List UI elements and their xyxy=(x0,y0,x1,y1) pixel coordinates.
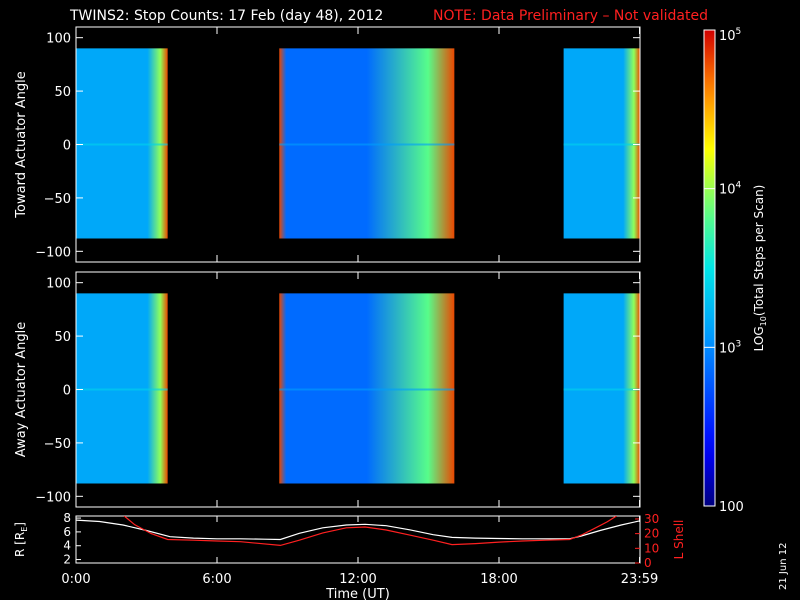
y-tick-label: −100 xyxy=(35,245,71,260)
x-tick-label: 18:00 xyxy=(480,572,517,587)
y-axis-label: Away Actuator Angle xyxy=(14,322,29,457)
lshell-series-line xyxy=(123,516,617,547)
heatmap-segment xyxy=(279,293,455,484)
colorbar-gradient xyxy=(703,29,716,507)
colorbar-tick-label: 103 xyxy=(719,339,741,356)
y-tick-label: −50 xyxy=(44,437,71,452)
heatmap-segment xyxy=(563,48,640,239)
heatmap-panel-away: −100 −50 0 50 100 Away Actuator Angle xyxy=(14,271,641,508)
x-axis-label: Time (UT) xyxy=(325,587,390,600)
radius-series-line xyxy=(76,519,640,541)
heatmap-segment xyxy=(279,48,455,239)
y-tick-label: 50 xyxy=(54,85,71,100)
right-y-tick-label: 20 xyxy=(644,527,659,541)
colorbar-tick-label: 104 xyxy=(719,181,742,198)
right-y-tick-label: 0 xyxy=(644,556,652,570)
left-y-tick-label: 4 xyxy=(63,539,71,553)
x-tick-label: 6:00 xyxy=(202,572,231,587)
colorbar-tick-label: 100 xyxy=(719,500,744,515)
x-tick-label: 23:59 xyxy=(621,572,658,587)
y-tick-label: 0 xyxy=(63,384,71,399)
heatmap-segment xyxy=(76,48,168,239)
y-tick-label: 0 xyxy=(63,139,71,154)
heatmap-segment xyxy=(563,293,640,484)
right-y-tick-label: 10 xyxy=(644,541,659,555)
colorbar-label: LOG10(Total Steps per Scan) xyxy=(752,185,768,352)
left-y-tick-label: 2 xyxy=(63,553,71,567)
heatmap-segment xyxy=(76,293,168,484)
x-tick-label: 12:00 xyxy=(339,572,376,587)
left-axis-label: R [RE] xyxy=(13,522,29,557)
right-axis-label: L Shell xyxy=(672,520,686,560)
colorbar: 105 104 103 100 LOG10(Total Steps per Scan) xyxy=(703,27,768,515)
left-y-tick-label: 6 xyxy=(63,525,71,539)
y-tick-label: 100 xyxy=(46,32,71,47)
right-y-tick-label: 30 xyxy=(644,512,659,526)
chart-title: TWINS2: Stop Counts: 17 Feb (day 48), 20… xyxy=(69,8,383,24)
y-tick-label: 50 xyxy=(54,330,71,345)
side-date: 21 Jun 12 xyxy=(778,543,789,590)
y-tick-label: −50 xyxy=(44,192,71,207)
x-tick-label: 0:00 xyxy=(61,572,90,587)
preliminary-note: NOTE: Data Preliminary – Not validated xyxy=(433,8,708,24)
y-tick-label: 100 xyxy=(46,277,71,292)
y-tick-label: −100 xyxy=(35,490,71,505)
heatmap-panel-toward: −100 −50 0 50 100 Toward Actuator Angle xyxy=(14,26,641,263)
colorbar-tick-label: 105 xyxy=(719,27,741,44)
y-axis-label: Toward Actuator Angle xyxy=(14,71,29,218)
left-y-tick-label: 8 xyxy=(63,511,71,525)
